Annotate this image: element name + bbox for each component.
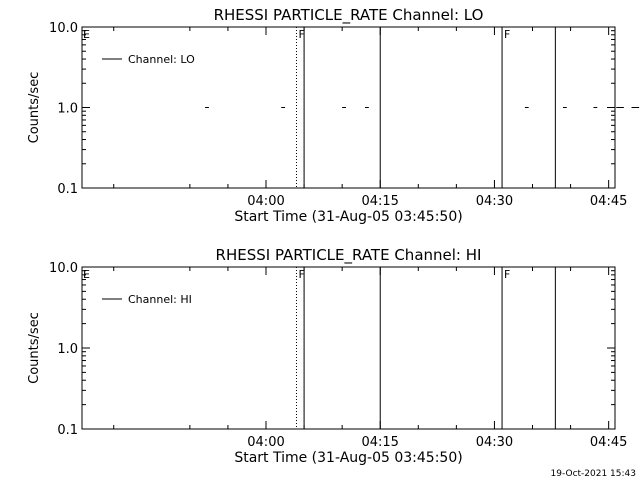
flag-marker-label: F [504, 268, 510, 281]
plot-frame [81, 26, 616, 189]
x-tick-label: 04:15 [361, 194, 398, 209]
x-tick-label: 04:30 [476, 194, 513, 209]
flag-marker-label: F [298, 268, 304, 281]
y-tick-label: 1.0 [57, 102, 78, 117]
x-tick-label: 04:00 [247, 194, 284, 209]
y-tick-label: 1.0 [57, 342, 78, 357]
y-tick-label: 0.1 [57, 423, 78, 438]
y-tick-label: 10.0 [49, 21, 78, 36]
y-tick-label: 0.1 [57, 182, 78, 197]
y-axis-label: Counts/sec [27, 312, 42, 384]
x-tick-label: 04:00 [247, 435, 284, 450]
chart-title: RHESSI PARTICLE_RATE Channel: LO [214, 6, 484, 25]
x-tick-label: 04:15 [361, 435, 398, 450]
x-axis-label: Start Time (31-Aug-05 03:45:50) [234, 209, 462, 225]
legend-label: Channel: LO [128, 53, 195, 66]
x-tick-label: 04:45 [590, 194, 627, 209]
plot-frame [81, 266, 616, 430]
flag-marker-label: F [298, 28, 304, 41]
x-tick-label: 04:45 [590, 435, 627, 450]
y-axis-label: Counts/sec [27, 72, 42, 144]
edge-flag-label: E [83, 28, 90, 41]
x-tick-label: 04:30 [476, 435, 513, 450]
y-tick-label: 10.0 [49, 261, 78, 276]
legend-label: Channel: HI [128, 293, 192, 306]
flag-marker-label: F [504, 28, 510, 41]
x-axis-label: Start Time (31-Aug-05 03:45:50) [234, 450, 462, 466]
edge-flag-label: E [83, 268, 90, 281]
footer-timestamp: 19-Oct-2021 15:43 [551, 469, 636, 479]
chart-title: RHESSI PARTICLE_RATE Channel: HI [216, 246, 482, 265]
